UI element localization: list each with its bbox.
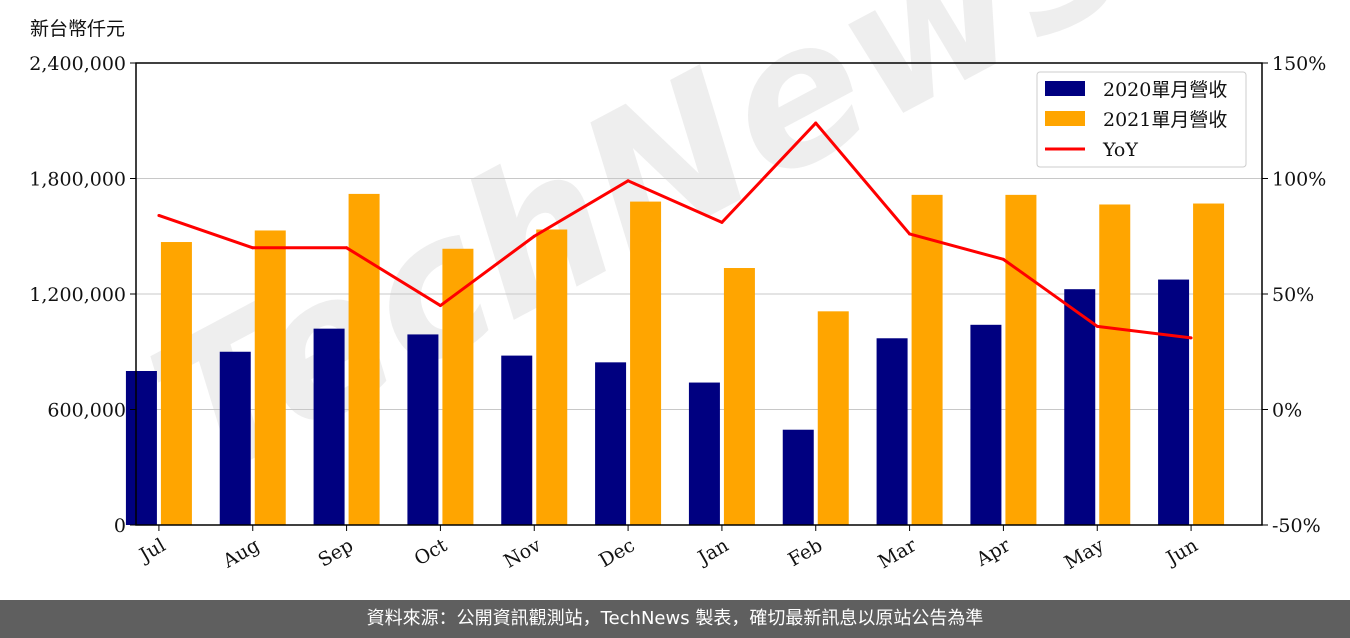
yoy-line — [158, 121, 1192, 340]
x-tick-label: Apr — [972, 534, 1015, 571]
yoy-point — [626, 179, 630, 183]
x-tick-label: Mar — [875, 534, 921, 573]
right-tick-label: 50% — [1272, 284, 1314, 306]
y-axis-unit-label: 新台幣仟元 — [30, 18, 126, 40]
yoy-point — [251, 246, 255, 250]
legend-swatch — [1045, 81, 1085, 96]
yoy-point — [345, 246, 349, 250]
bar-2020 — [501, 355, 533, 525]
bar-2020 — [313, 328, 345, 525]
bar-2021 — [911, 194, 943, 526]
legend-label: 2021單月營收 — [1103, 109, 1227, 131]
x-tick-label: Nov — [500, 534, 545, 573]
left-tick-label: 0 — [114, 515, 126, 537]
bar-2021 — [160, 242, 192, 525]
bar-2021 — [1193, 203, 1225, 525]
yoy-point — [157, 213, 161, 217]
bar-2020 — [876, 338, 908, 525]
bar-2021 — [536, 229, 568, 525]
right-tick-label: -50% — [1272, 515, 1321, 537]
x-tick-label: Jan — [693, 534, 733, 570]
x-tick-label: May — [1061, 534, 1108, 574]
yoy-point — [720, 220, 724, 224]
yoy-point — [438, 304, 442, 308]
bar-2021 — [1099, 204, 1131, 526]
bar-2020 — [782, 429, 814, 525]
bar-2020 — [595, 362, 627, 525]
yoy-point — [814, 121, 818, 125]
left-tick-label: 600,000 — [47, 400, 126, 422]
bar-2020 — [970, 324, 1002, 525]
right-tick-label: 150% — [1272, 53, 1326, 75]
left-tick-label: 1,200,000 — [29, 284, 126, 306]
bar-2021 — [723, 268, 755, 525]
legend-box — [1036, 71, 1247, 168]
yoy-point — [1001, 257, 1005, 261]
x-tick-label: Aug — [218, 534, 263, 573]
bar-2020 — [1064, 289, 1096, 525]
bar-2020 — [1158, 279, 1190, 525]
right-tick-label: 0% — [1272, 400, 1302, 422]
x-tick-label: Feb — [784, 534, 826, 571]
bar-2020 — [219, 351, 251, 525]
right-tick-label: 100% — [1272, 169, 1326, 191]
legend-label: 2020單月營收 — [1103, 79, 1227, 101]
bar-2020 — [407, 334, 439, 525]
legend-swatch — [1045, 111, 1085, 126]
bar-2021 — [630, 201, 662, 525]
bar-2020 — [125, 371, 157, 525]
bar-2021 — [442, 248, 474, 525]
bar-2021 — [254, 230, 286, 525]
bar-2021 — [817, 311, 849, 525]
yoy-point — [1095, 324, 1099, 328]
yoy-point — [532, 234, 536, 238]
x-tick-label: Oct — [411, 534, 452, 570]
left-tick-label: 2,400,000 — [29, 53, 126, 75]
yoy-point — [1189, 336, 1193, 340]
x-tick-label: Dec — [595, 534, 638, 572]
bar-2021 — [1005, 194, 1037, 526]
left-tick-label: 1,800,000 — [29, 169, 126, 191]
yoy-point — [908, 232, 912, 236]
bar-2021 — [348, 193, 380, 525]
revenue-chart: 0 600,000 1,200,000 1,800,000 2,400,000 -50% 0… — [29, 53, 1326, 574]
legend-label: YoY — [1102, 139, 1138, 161]
x-tick-label: Sep — [315, 534, 358, 571]
x-tick-label: Jul — [134, 534, 169, 567]
x-tick-label: Jun — [1161, 534, 1202, 570]
bar-2020 — [688, 382, 720, 525]
source-footer: 資料來源：公開資訊觀測站，TechNews 製表，確切最新訊息以原站公告為準 — [0, 600, 1350, 638]
